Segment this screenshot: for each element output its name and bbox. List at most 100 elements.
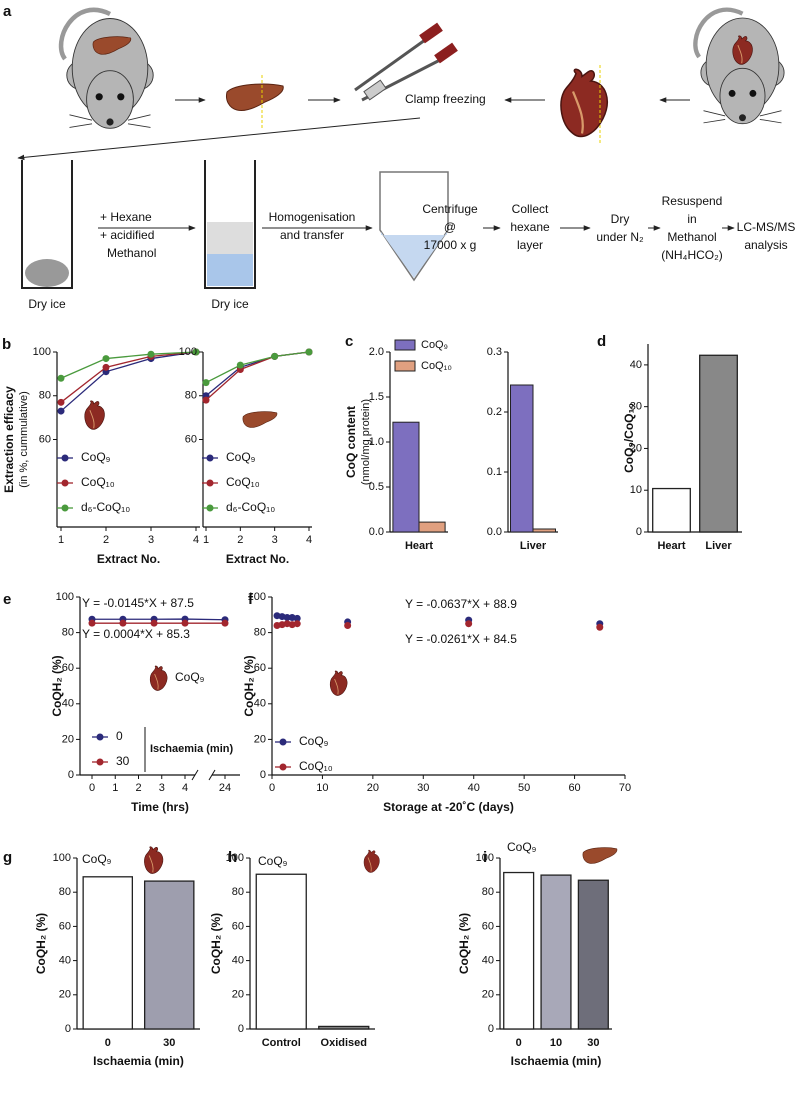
bar — [652, 487, 691, 533]
x-tick-label: 10 — [550, 1037, 562, 1049]
x-tick-label: 0 — [89, 782, 95, 794]
data-point — [271, 352, 279, 360]
panel-label: c — [345, 333, 353, 350]
methanol-layer — [207, 254, 253, 286]
heart-icon — [84, 400, 105, 430]
y-tick-label: 80 — [482, 886, 494, 898]
legend-marker — [206, 479, 214, 487]
y-tick-label: 60 — [482, 920, 494, 932]
series-line — [60, 351, 197, 379]
legend-marker — [61, 454, 69, 462]
annotation: Y = -0.0145*X + 87.5 — [82, 596, 194, 610]
y-axis-label: CoQH₂ (%) — [209, 913, 223, 974]
step-label: layer — [517, 238, 543, 252]
mouse-icon — [61, 10, 153, 128]
x-tick-label: Heart — [657, 540, 685, 552]
data-point — [293, 614, 301, 622]
x-tick-label: Liver — [705, 540, 732, 552]
step-label: Resuspend — [662, 194, 723, 208]
x-tick-label: Heart — [405, 540, 433, 552]
liver-icon — [225, 83, 284, 112]
panel-label: g — [3, 849, 12, 866]
step-label: Homogenisation — [269, 210, 356, 224]
x-tick-label: 1 — [58, 534, 64, 546]
step-label: (NH₄HCO₂) — [661, 248, 723, 262]
y-axis-label: (nmol/mg protein) — [360, 399, 372, 485]
data-point — [147, 350, 155, 358]
step-label: Methanol — [667, 230, 716, 244]
legend-marker — [206, 504, 214, 512]
x-tick-label: 4 — [306, 534, 312, 546]
y-tick-label: 40 — [630, 359, 642, 371]
y-tick-label: 40 — [254, 698, 266, 710]
y-tick-label: 10 — [630, 484, 642, 496]
x-tick-label: 50 — [518, 782, 530, 794]
y-axis-label: Extraction efficacy — [2, 386, 16, 493]
y-tick-label: 40 — [482, 955, 494, 967]
panel-label: b — [2, 336, 11, 353]
y-tick-label: 100 — [476, 852, 494, 864]
y-tick-label: 60 — [62, 662, 74, 674]
x-tick-label: 3 — [272, 534, 278, 546]
legend-label: CoQ₉ — [226, 450, 256, 464]
data-point — [221, 619, 229, 627]
heart-icon — [143, 846, 164, 875]
bar — [82, 876, 134, 1030]
step-label: Methanol — [107, 246, 156, 260]
y-tick-label: 80 — [254, 627, 266, 639]
annotation: Y = 0.0004*X + 85.3 — [82, 627, 190, 641]
y-tick-label: 60 — [254, 662, 266, 674]
panel-label: f — [248, 591, 254, 608]
data-point — [102, 363, 110, 371]
x-axis-label: Ischaemia (min) — [93, 1054, 184, 1068]
x-axis-label: Ischaemia (min) — [511, 1054, 602, 1068]
legend-marker — [279, 738, 287, 746]
legend-marker — [96, 733, 104, 741]
tube — [21, 160, 73, 289]
step-label: hexane — [510, 220, 550, 234]
y-tick-label: 0.0 — [369, 526, 384, 538]
y-tick-label: 20 — [59, 989, 71, 1001]
annotation: Y = -0.0261*X + 84.5 — [405, 632, 517, 646]
legend-label: CoQ₉ — [421, 339, 448, 351]
heart-icon — [363, 849, 380, 873]
legend-label: CoQ₁₀ — [299, 759, 333, 773]
y-tick-label: 20 — [232, 989, 244, 1001]
y-tick-label: 20 — [254, 733, 266, 745]
y-tick-label: 60 — [39, 433, 51, 445]
heart-icon — [329, 670, 348, 696]
y-tick-label: 40 — [62, 698, 74, 710]
step-label: Dry — [611, 212, 630, 226]
bar — [503, 871, 535, 1030]
mouse-icon — [695, 10, 784, 124]
data-point — [181, 619, 189, 627]
dry-ice-beads — [25, 259, 69, 287]
y-tick-label: 60 — [232, 920, 244, 932]
legend-label: CoQ₁₀ — [421, 360, 452, 372]
step-label: 17000 x g — [424, 238, 477, 252]
annotation: CoQ₉ — [82, 852, 112, 866]
legend-marker — [61, 479, 69, 487]
legend-label: CoQ₉ — [299, 734, 329, 748]
data-point — [236, 361, 244, 369]
legend-title: Ischaemia (min) — [150, 743, 233, 755]
y-tick-label: 100 — [248, 591, 266, 603]
y-tick-label: 20 — [630, 442, 642, 454]
x-tick-label: 0 — [516, 1037, 522, 1049]
y-tick-label: 20 — [482, 989, 494, 1001]
annotation: CoQ₉ — [507, 840, 537, 854]
y-axis-label: (in %, cummulative) — [18, 391, 30, 488]
data-point — [202, 379, 210, 387]
y-tick-label: 40 — [59, 955, 71, 967]
y-axis-label: CoQ content — [344, 406, 358, 478]
axis-break — [191, 769, 199, 781]
step-label: Dry ice — [211, 297, 249, 311]
step-label: Collect — [512, 202, 549, 216]
y-tick-label: 1.5 — [369, 391, 384, 403]
y-tick-label: 100 — [56, 591, 74, 603]
step-label: LC-MS/MS — [737, 220, 796, 234]
y-tick-label: 2.0 — [369, 346, 384, 358]
x-tick-label: 2 — [135, 782, 141, 794]
data-point — [57, 374, 65, 382]
y-axis-label: CoQH₂ (%) — [457, 913, 471, 974]
